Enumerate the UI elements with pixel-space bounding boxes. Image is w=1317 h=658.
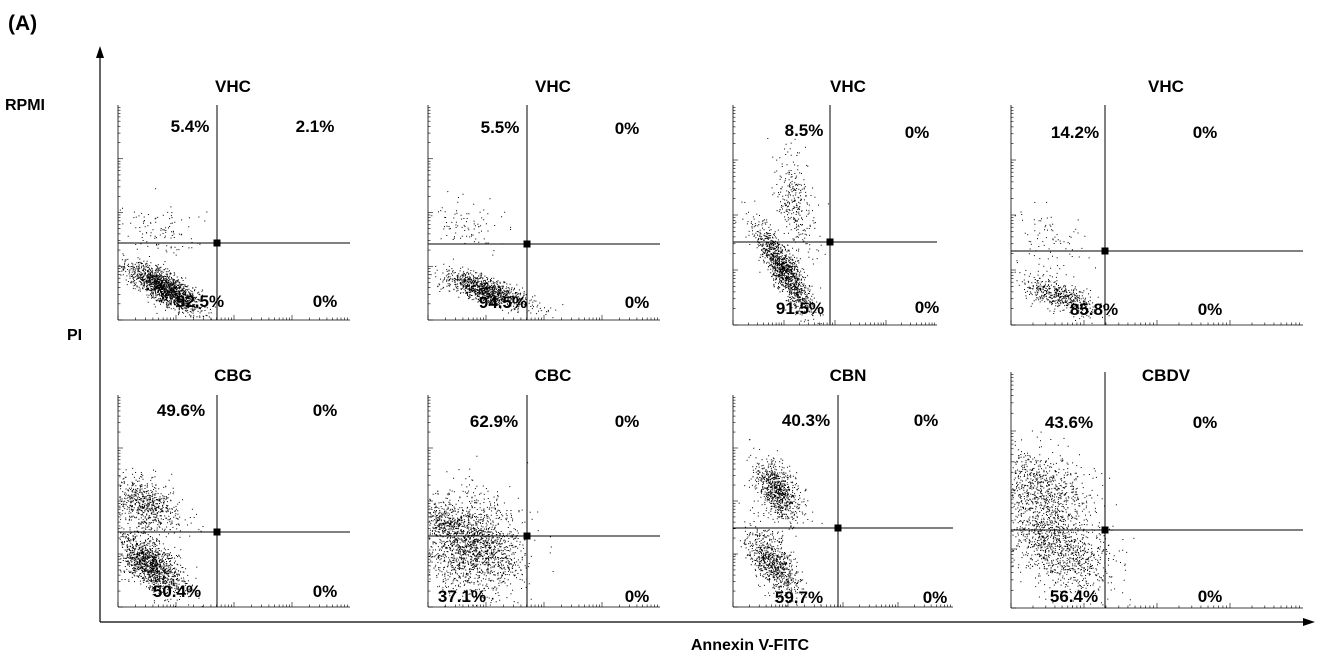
quadrant-lower-right-value: 0% [625,293,650,312]
quadrant-lower-right-value: 0% [313,292,338,311]
event-dots [430,191,564,319]
row-label: RPMI [5,97,45,114]
scatter-panel: VHC 5.4% 2.1% 92.5% 0% [117,77,350,321]
quadrant-upper-right-value: 0% [615,412,640,431]
panel-title: CBG [214,366,252,385]
event-dots [734,439,823,607]
quadrant-upper-left-value: 14.2% [1051,123,1099,142]
quadrant-lower-right-value: 0% [313,582,338,601]
panel-title: CBN [830,366,867,385]
quadrant-lower-left-value: 91.5% [776,299,824,318]
gate-center-marker [1101,526,1109,534]
quadrant-upper-right-value: 0% [313,401,338,420]
quadrant-lower-left-value: 59.7% [775,588,823,607]
quadrant-upper-left-value: 62.9% [470,412,518,431]
axis-ticks [1010,107,1300,326]
panel-title: VHC [215,77,251,96]
panel-title: VHC [830,77,866,96]
gate-center-marker [826,238,834,246]
panel-title: VHC [1148,77,1184,96]
quadrant-lower-left-value: 85.8% [1070,300,1118,319]
gate-center-marker [523,240,531,248]
quadrant-lower-left-value: 92.5% [176,292,224,311]
panel-title: CBC [535,366,572,385]
quadrant-upper-left-value: 40.3% [782,411,830,430]
quadrant-upper-right-value: 0% [615,119,640,138]
quadrant-lower-left-value: 50.4% [153,582,201,601]
quadrant-lower-right-value: 0% [915,298,940,317]
flow-cytometry-panels: VHC 5.4% 2.1% 92.5% 0% VHC 5.5% 0% 94.5% 0% VHC 8.5… [117,77,1303,609]
quadrant-upper-right-value: 0% [1193,413,1218,432]
scatter-panel: VHC 14.2% 0% 85.8% 0% [1010,77,1303,326]
quadrant-upper-right-value: 2.1% [296,117,335,136]
quadrant-lower-left-value: 56.4% [1050,587,1098,606]
panel-label: (A) [8,12,37,35]
quadrant-upper-right-value: 0% [1193,123,1218,142]
quadrant-lower-right-value: 0% [1198,300,1223,319]
gate-center-marker [213,239,221,247]
x-axis-arrow-icon [1303,618,1315,626]
quadrant-upper-left-value: 43.6% [1045,413,1093,432]
x-axis [100,618,1315,626]
quadrant-lower-right-value: 0% [625,587,650,606]
quadrant-upper-left-value: 5.5% [481,118,520,137]
x-axis-label: Annexin V-FITC [691,637,810,654]
y-axis-arrow-icon [96,46,104,58]
scatter-panel: CBG 49.6% 0% 50.4% 0% [117,366,350,608]
gate-center-marker [1101,247,1109,255]
quadrant-lower-left-value: 37.1% [438,587,486,606]
quadrant-upper-left-value: 8.5% [785,121,824,140]
axis-ticks [427,107,658,321]
event-dots [735,138,829,325]
quadrant-lower-right-value: 0% [923,588,948,607]
gate-center-marker [213,528,221,536]
event-dots [429,455,554,607]
axis-ticks [117,107,348,321]
quadrant-lower-left-value: 94.5% [479,293,527,312]
axis-ticks [1010,374,1300,609]
panel-title: CBDV [1142,366,1191,385]
scatter-panel: CBC 62.9% 0% 37.1% 0% [427,366,660,608]
y-axis [96,46,104,622]
event-dots [119,467,204,607]
scatter-panel: VHC 5.5% 0% 94.5% 0% [427,77,660,321]
event-dots [119,188,216,320]
scatter-panel: CBN 40.3% 0% 59.7% 0% [732,366,953,608]
quadrant-upper-left-value: 49.6% [157,401,205,420]
gate-center-marker [523,532,531,540]
quadrant-upper-right-value: 0% [905,123,930,142]
panel-title: VHC [535,77,571,96]
gate-center-marker [834,524,842,532]
scatter-panel: VHC 8.5% 0% 91.5% 0% [732,77,940,326]
axis-ticks [732,107,935,326]
quadrant-upper-right-value: 0% [914,411,939,430]
event-dots [1012,430,1135,607]
y-axis-label: PI [67,327,82,344]
axis-ticks [117,397,348,608]
quadrant-upper-left-value: 5.4% [171,117,210,136]
quadrant-lower-right-value: 0% [1198,587,1223,606]
scatter-panel: CBDV 43.6% 0% 56.4% 0% [1010,366,1303,609]
